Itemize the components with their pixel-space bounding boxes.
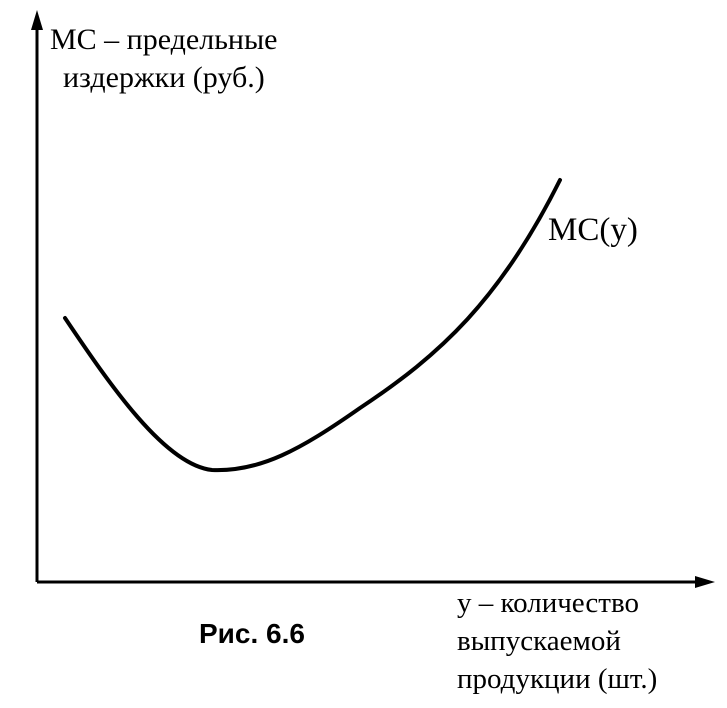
x-axis-label-line1: y – количество (457, 587, 639, 619)
y-axis-label-line1: MC – предельные (50, 23, 277, 56)
mc-curve (63, 178, 562, 473)
curve-label: MC(y) (548, 212, 638, 248)
figure-caption: Рис. 6.6 (199, 618, 305, 649)
x-axis-label-line3: продукции (шт.) (457, 663, 657, 695)
y-axis-label-line2: издержки (руб.) (63, 61, 265, 94)
x-axis-label-line2: выпускаемой (457, 625, 621, 657)
y-axis-arrowhead (31, 10, 43, 30)
x-axis-arrowhead (695, 576, 715, 588)
